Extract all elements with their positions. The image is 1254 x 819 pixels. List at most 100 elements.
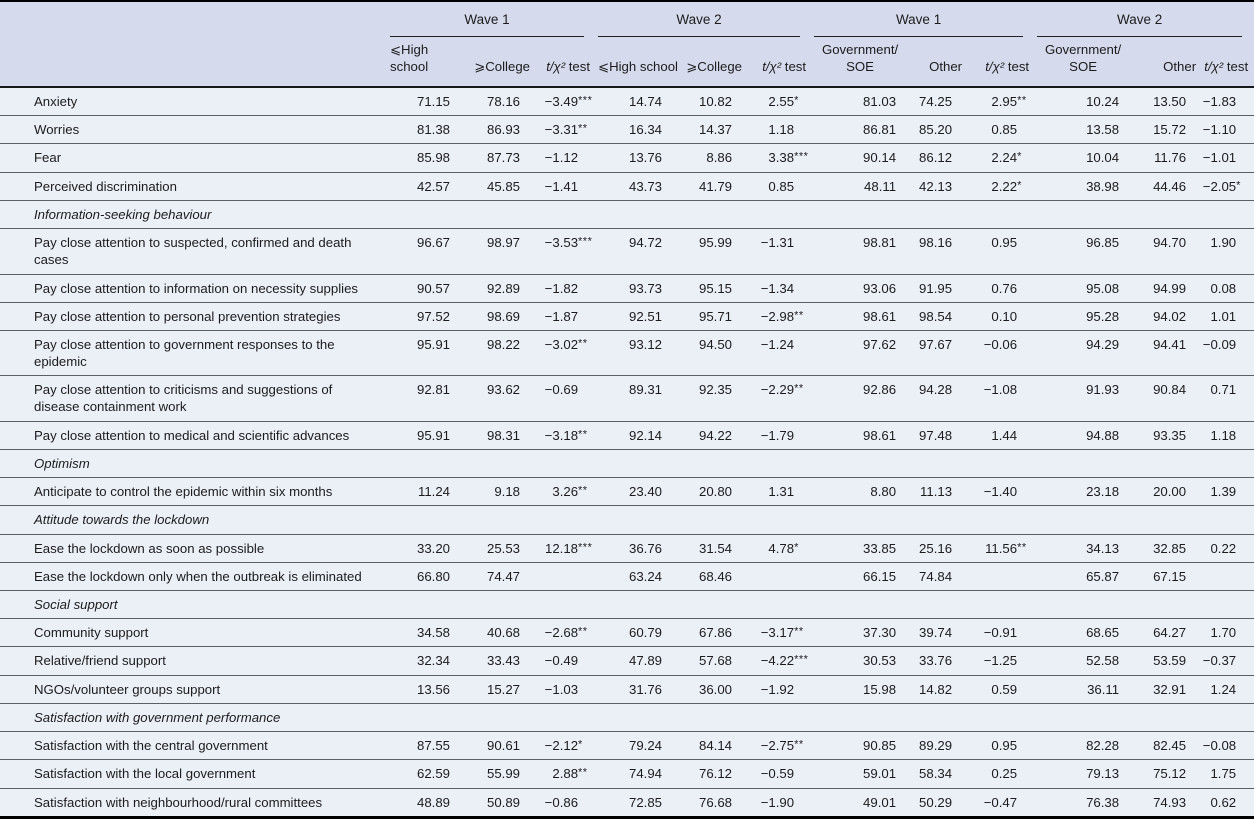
- cell-value: 94.29: [1035, 329, 1136, 376]
- group-label: Wave 1: [390, 11, 585, 37]
- test-stat-word: test: [1223, 58, 1249, 74]
- value-text: 74.25: [919, 93, 953, 109]
- value-text: 8.86: [706, 150, 733, 166]
- cell-value: 76.68: [678, 787, 749, 818]
- cell-value: 25.53: [466, 533, 536, 563]
- subheader-row: ⩽High school ⩾College t/χ² test ⩽High schoo…: [0, 36, 1254, 88]
- cell-value: 92.35: [678, 375, 749, 422]
- cell-test-stat: 0.71: [1202, 375, 1254, 422]
- column-header-test: t/χ² test: [748, 36, 813, 88]
- cell-test-stat: −1.12: [536, 143, 597, 173]
- group-label: Wave 1: [814, 11, 1024, 37]
- cell-value: 31.76: [596, 674, 679, 704]
- cell-value: 85.98: [388, 143, 466, 173]
- cell-value: 15.98: [812, 674, 913, 704]
- cell-test-stat: −0.47: [968, 787, 1036, 818]
- cell-value: 93.73: [596, 273, 679, 303]
- cell-value: 66.80: [388, 561, 466, 591]
- value-text: 95.15: [699, 280, 733, 296]
- cell-value: 67.86: [678, 618, 749, 647]
- significance-stars: **: [578, 122, 588, 135]
- significance-stars: *: [1236, 179, 1241, 192]
- value-text: 10.24: [1086, 93, 1120, 109]
- value-text: 1.44: [991, 427, 1018, 443]
- value-text: 94.72: [629, 235, 663, 251]
- significance-stars: **: [578, 625, 588, 638]
- value-text: −0.49: [544, 653, 579, 669]
- value-text: 34.58: [416, 625, 450, 641]
- table-row: Satisfaction with neighbourhood/rural co…: [0, 787, 1254, 818]
- cell-test-stat: −1.08: [968, 375, 1036, 422]
- cell-value: 94.88: [1035, 420, 1136, 450]
- column-header: Other: [912, 36, 969, 88]
- cell-test-stat: 0.22: [1202, 533, 1254, 563]
- cell-test-stat: −3.31**: [536, 115, 597, 144]
- value-text: 74.84: [919, 568, 953, 584]
- cell-test-stat: −1.40: [968, 477, 1036, 506]
- row-label: Perceived discrimination: [0, 171, 388, 201]
- value-text: 81.03: [863, 93, 897, 109]
- significance-stars: **: [578, 337, 588, 350]
- value-text: 40.68: [486, 625, 520, 641]
- cell-value: 86.81: [812, 115, 913, 144]
- value-text: −1.79: [760, 427, 795, 443]
- test-stat-symbol: t/χ²: [1204, 58, 1224, 74]
- column-header-test: t/χ² test: [1202, 36, 1254, 88]
- value-text: 75.12: [1153, 766, 1187, 782]
- value-text: 11.13: [920, 484, 953, 500]
- cell-value: 49.01: [812, 787, 913, 818]
- table-row: Community support 34.58 40.68 −2.68** 60.79 6…: [0, 618, 1254, 647]
- cell-value: 95.08: [1035, 273, 1136, 303]
- cell-value: 23.40: [596, 477, 679, 506]
- table-row: Ease the lockdown only when the outbreak…: [0, 561, 1254, 591]
- cell-value: 91.93: [1035, 375, 1136, 422]
- cell-value: 97.52: [388, 301, 466, 331]
- value-text: 72.85: [629, 794, 663, 810]
- cell-test-stat: −4.22***: [748, 646, 813, 676]
- cell-value: 94.28: [912, 375, 969, 422]
- row-label: Pay close attention to personal preventi…: [0, 301, 388, 331]
- cell-value: 66.15: [812, 561, 913, 591]
- row-label: Pay close attention to information on ne…: [0, 273, 388, 303]
- value-text: 45.85: [486, 178, 520, 194]
- value-text: 25.53: [486, 540, 520, 556]
- cell-test-stat: 2.24*: [968, 143, 1036, 173]
- value-text: 74.94: [629, 766, 663, 782]
- significance-stars: *: [1017, 150, 1022, 163]
- cell-test-stat: −0.09: [1202, 329, 1254, 376]
- cell-value: 92.81: [388, 375, 466, 422]
- row-label: Satisfaction with the central government: [0, 731, 388, 760]
- value-text: 52.58: [1086, 653, 1120, 669]
- table-row: Perceived discrimination 42.57 45.85 −1.41 4…: [0, 171, 1254, 201]
- value-text: 15.72: [1153, 122, 1187, 138]
- value-text: 15.98: [863, 681, 897, 697]
- value-text: 68.65: [1086, 625, 1120, 641]
- value-text: 92.35: [699, 382, 733, 398]
- column-header: ⩾College: [466, 36, 536, 88]
- cell-test-stat: −1.24: [748, 329, 813, 376]
- value-text: 44.46: [1153, 178, 1187, 194]
- cell-value: 96.85: [1035, 228, 1136, 275]
- section-row: Social support: [0, 589, 1254, 619]
- row-label: Satisfaction with the local government: [0, 759, 388, 789]
- value-text: 39.74: [919, 625, 953, 641]
- row-label: Community support: [0, 618, 388, 647]
- value-text: 47.89: [629, 653, 663, 669]
- cell-value: 95.71: [678, 301, 749, 331]
- value-text: 1.31: [768, 484, 795, 500]
- value-text: 66.15: [863, 568, 897, 584]
- section-label: Optimism: [0, 448, 1254, 478]
- cell-value: 92.51: [596, 301, 679, 331]
- cell-value: 78.16: [466, 86, 536, 116]
- value-text: 41.79: [699, 178, 733, 194]
- table-row: Pay close attention to criticisms and su…: [0, 375, 1254, 422]
- cell-test-stat: −1.83: [1202, 86, 1254, 116]
- value-text: 66.80: [416, 568, 450, 584]
- cell-test-stat: −3.02**: [536, 329, 597, 376]
- cell-value: 89.31: [596, 375, 679, 422]
- cell-value: 81.03: [812, 86, 913, 116]
- cell-test-stat: 0.25: [968, 759, 1036, 789]
- table-row: Fear 85.98 87.73 −1.12 13.76 8.86 3.38*** 90.14…: [0, 143, 1254, 173]
- value-text: 95.99: [699, 235, 733, 251]
- significance-stars: **: [794, 625, 804, 638]
